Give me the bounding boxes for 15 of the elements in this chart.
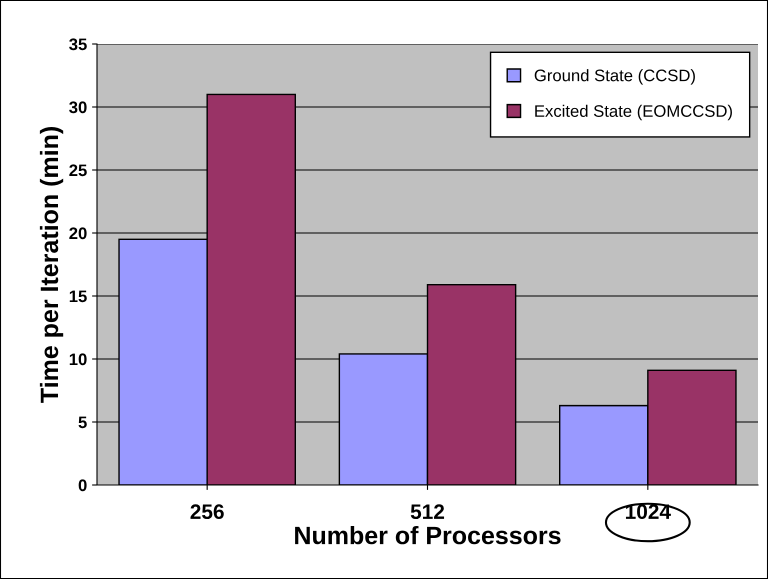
legend-label: Excited State (EOMCCSD) <box>535 104 732 120</box>
y-tick-label: 35 <box>69 38 87 50</box>
y-tick-label: 30 <box>69 101 87 114</box>
x-axis-title: Number of Processors <box>295 526 561 544</box>
y-tick-label: 25 <box>69 164 87 176</box>
y-tick-label: 20 <box>69 227 87 240</box>
y-tick-label: 10 <box>70 353 87 366</box>
x-tick-label: 512 <box>410 504 444 520</box>
legend-label: Ground State (CCSD) <box>534 69 695 85</box>
x-tick-label: 1024 <box>626 504 671 520</box>
y-tick-label: 5 <box>78 416 87 428</box>
y-tick-label: 15 <box>70 290 87 302</box>
y-axis-title: Time per Iteration (min) <box>40 127 64 403</box>
y-tick-label: 0 <box>78 479 87 492</box>
x-tick-label: 256 <box>190 504 224 520</box>
